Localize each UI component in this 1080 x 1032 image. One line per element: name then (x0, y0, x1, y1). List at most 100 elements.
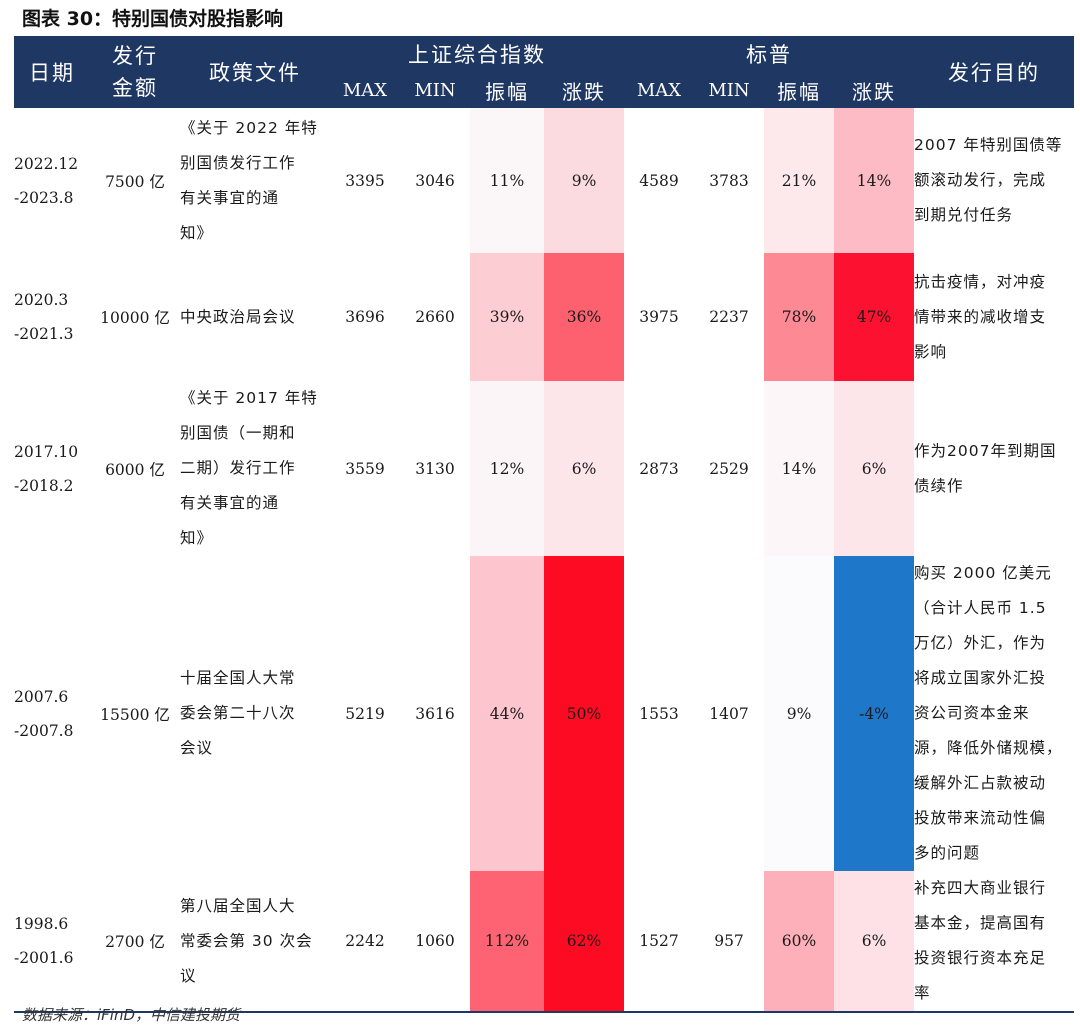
purpose-line: （合计人民币 1.5 (914, 599, 1047, 617)
doc-line: 十届全国人大常 (180, 669, 296, 687)
purpose-line: 购买 2000 亿美元 (914, 564, 1052, 582)
doc-line: 《关于 2022 年特 (180, 118, 318, 137)
header-sh-change: 涨跌 (544, 72, 624, 108)
header-purpose: 发行目的 (914, 36, 1074, 108)
doc-line: 会议 (180, 739, 214, 757)
amount-cell: 7500 亿 (105, 172, 165, 191)
purpose-cell: 补充四大商业银行 基本金，提高国有 投资银行资本充足 率 (914, 871, 1074, 1013)
doc-line: 常委会第 30 次会 (180, 931, 313, 950)
purpose-cell: 作为2007年到期国 债续作 (914, 381, 1074, 556)
table-row: 2007.6 -2007.8 15500 亿 十届全国人大常 委会第二十八次 会… (14, 556, 1074, 871)
purpose-line: 资公司资本金来 (914, 704, 1030, 722)
doc-line: 有关事宜的通 (180, 188, 280, 207)
doc-line: 二期）发行工作 (180, 459, 296, 477)
header-date: 日期 (14, 36, 90, 108)
amount-cell: 2700 亿 (90, 871, 180, 1013)
sh-min-cell: 2660 (415, 308, 455, 326)
sp-change-cell: 14% (834, 108, 914, 253)
doc-line: 《关于 2017 年特 (180, 389, 318, 407)
table-row: 1998.6 -2001.6 2700 亿 第八届全国人大 常委会第 30 次会… (14, 871, 1074, 1013)
purpose-cell: 2007 年特别国债等 额滚动发行，完成 到期兑付任务 (914, 108, 1074, 253)
date-start: 2020.3 (14, 291, 69, 309)
sh-change-cell: 9% (544, 108, 624, 253)
sh-change-cell: 6% (544, 381, 624, 556)
data-source-note: 数据来源：iFinD，中信建投期货 (22, 1006, 241, 1024)
sh-max-cell: 5219 (345, 704, 385, 723)
purpose-line: 额滚动发行，完成 (914, 171, 1047, 189)
sh-max-cell: 2242 (330, 871, 400, 1013)
sp-min-cell: 3783 (709, 171, 749, 190)
purpose-line: 2007 年特别国债等 (914, 136, 1063, 154)
purpose-line: 债续作 (914, 476, 964, 495)
purpose-line: 率 (914, 984, 931, 1002)
purpose-line: 情带来的减收增支 (914, 307, 1047, 326)
policy-doc-cell: 《关于 2017 年特 别国债（一期和 二期）发行工作 有关事宜的通 知》 (180, 381, 330, 556)
sp-max-cell: 4589 (639, 171, 679, 190)
amount-cell: 10000 亿 (100, 309, 170, 327)
sh-min-cell: 3130 (415, 459, 455, 478)
sh-amplitude-cell: 11% (470, 108, 544, 253)
sh-min-cell: 3046 (415, 171, 455, 190)
header-sp-change: 涨跌 (834, 72, 914, 108)
table-row: 2022.12 -2023.8 7500 亿 《关于 2022 年特 别国债发行… (14, 108, 1074, 253)
sh-amplitude-cell: 44% (470, 556, 544, 871)
sp-amplitude-cell: 21% (764, 108, 834, 253)
date-end: -2001.6 (14, 949, 74, 967)
purpose-line: 影响 (914, 342, 948, 361)
policy-doc-cell: 中央政治局会议 (180, 253, 330, 381)
amount-cell: 6000 亿 (105, 460, 165, 479)
header-sh-max: MAX (330, 72, 400, 108)
date-start: 2007.6 (14, 687, 69, 706)
header-sh-amplitude: 振幅 (470, 72, 544, 108)
sh-amplitude-cell: 12% (470, 381, 544, 556)
purpose-line: 抗击疫情，对冲疫 (914, 272, 1047, 291)
purpose-line: 缓解外汇占款被动 (914, 774, 1047, 792)
sh-min-cell: 3616 (415, 704, 455, 723)
purpose-line: 到期兑付任务 (914, 206, 1014, 224)
policy-doc-cell: 《关于 2022 年特 别国债发行工作 有关事宜的通 知》 (180, 108, 330, 253)
purpose-line: 作为2007年到期国 (914, 441, 1057, 460)
sp-amplitude-cell: 60% (764, 871, 834, 1013)
sp-change-cell: -4% (834, 556, 914, 871)
date-start: 2017.10 (14, 442, 79, 461)
doc-line: 有关事宜的通 (180, 494, 280, 512)
sp-max-cell: 3975 (639, 308, 679, 326)
special-bond-table: 日期 发行 金额 政策文件 上证综合指数 标普 发行目的 MAX MIN 振幅 … (14, 36, 1074, 1013)
policy-doc-cell: 第八届全国人大 常委会第 30 次会 议 (180, 871, 330, 1013)
header-sh-min: MIN (400, 72, 470, 108)
doc-line: 中央政治局会议 (180, 307, 296, 326)
sp-change-cell: 6% (834, 871, 914, 1013)
purpose-line: 将成立国家外汇投 (914, 669, 1047, 687)
date-cell: 2020.3 -2021.3 (14, 253, 90, 381)
header-doc: 政策文件 (180, 36, 330, 108)
date-end: -2018.2 (14, 476, 74, 495)
purpose-cell: 抗击疫情，对冲疫 情带来的减收增支 影响 (914, 253, 1074, 381)
purpose-line: 基本金，提高国有 (914, 914, 1047, 932)
date-cell: 2017.10 -2018.2 (14, 381, 90, 556)
header-sp-min: MIN (694, 72, 764, 108)
figure-title: 图表 30：特别国债对股指影响 (22, 8, 284, 30)
doc-line: 知》 (180, 529, 214, 547)
purpose-line: 万亿）外汇，作为 (914, 634, 1047, 652)
table-header: 日期 发行 金额 政策文件 上证综合指数 标普 发行目的 MAX MIN 振幅 … (14, 36, 1074, 108)
date-cell: 2022.12 -2023.8 (14, 108, 90, 253)
sp-change-cell: 6% (834, 381, 914, 556)
sp-max-cell: 1527 (624, 871, 694, 1013)
sp-change-cell: 47% (834, 253, 914, 381)
table-body: 2022.12 -2023.8 7500 亿 《关于 2022 年特 别国债发行… (14, 108, 1074, 1013)
date-cell: 2007.6 -2007.8 (14, 556, 90, 871)
amount-cell: 15500 亿 (100, 705, 170, 724)
header-sp-max: MAX (624, 72, 694, 108)
sp-min-cell: 957 (694, 871, 764, 1013)
purpose-line: 补充四大商业银行 (914, 879, 1047, 897)
policy-doc-cell: 十届全国人大常 委会第二十八次 会议 (180, 556, 330, 871)
doc-line: 委会第二十八次 (180, 704, 296, 722)
header-sp-index: 标普 (624, 36, 914, 72)
sp-max-cell: 2873 (639, 459, 679, 478)
header-amount-line2: 金额 (112, 76, 158, 100)
doc-line: 第八届全国人大 (180, 896, 296, 915)
date-end: -2023.8 (14, 188, 74, 207)
purpose-line: 投资银行资本充足 (914, 949, 1047, 967)
doc-line: 别国债发行工作 (180, 153, 296, 172)
sp-min-cell: 1407 (709, 704, 749, 723)
